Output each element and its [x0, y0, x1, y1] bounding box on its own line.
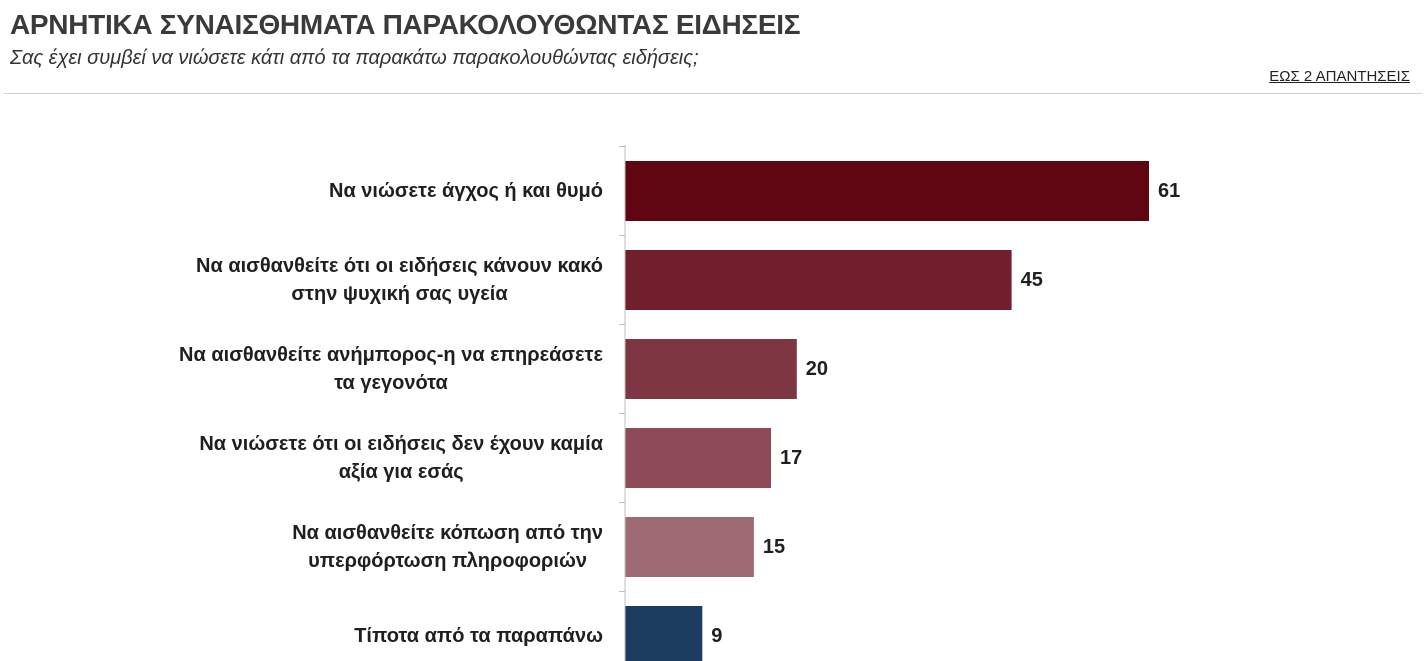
- bar-4: [625, 428, 771, 488]
- category-label-5: Να αισθανθείτε κόπωση από την υπερφόρτωση…: [292, 522, 603, 572]
- category-label-1: Να νιώσετε άγχος ή και θυμό: [329, 180, 603, 202]
- category-label-line: Να αισθανθείτε κόπωση από την: [292, 522, 603, 544]
- category-label-line: Να αισθανθείτε ότι οι ειδήσεις κάνουν κα…: [196, 255, 603, 277]
- value-label-4: 17: [780, 447, 802, 469]
- category-label-2: Να αισθανθείτε ότι οι ειδήσεις κάνουν κα…: [196, 255, 603, 305]
- category-label-line: Να νιώσετε ότι οι ειδήσεις δεν έχουν καμ…: [199, 433, 603, 455]
- value-label-6: 9: [711, 625, 722, 647]
- labels-layer: 61 Να νιώσετε άγχος ή και θυμό 45 Να αισθαν…: [179, 180, 1180, 647]
- bar-1: [625, 161, 1149, 221]
- category-label-line: Να νιώσετε άγχος ή και θυμό: [329, 180, 603, 202]
- bar-6: [625, 606, 703, 661]
- bars-layer: [625, 161, 1149, 661]
- bar-2: [625, 250, 1012, 310]
- chart-title: ΑΡΝΗΤΙΚΑ ΣΥΝΑΙΣΘΗΜΑΤΑ ΠΑΡΑΚΟΛΟΥΘΩΝΤΑΣ ΕΙ…: [10, 9, 801, 40]
- category-label-6: Τίποτα από τα παραπάνω: [354, 625, 603, 647]
- category-label-line: Τίποτα από τα παραπάνω: [354, 625, 603, 647]
- bar-3: [625, 339, 797, 399]
- bar-5: [625, 517, 754, 577]
- category-label-line: υπερφόρτωση πληροφοριών: [308, 550, 587, 572]
- value-label-5: 15: [763, 536, 785, 558]
- header-divider: [4, 93, 1422, 94]
- chart-subtitle: Σας έχει συμβεί να νιώσετε κάτι από τα π…: [10, 47, 699, 69]
- answers-note: ΕΩΣ 2 ΑΠΑΝΤΗΣΕΙΣ: [1269, 68, 1410, 85]
- category-label-line: αξία για εσάς: [339, 461, 464, 483]
- category-label-line: τα γεγονότα: [334, 372, 448, 394]
- value-label-2: 45: [1021, 269, 1043, 291]
- category-label-line: στην ψυχική σας υγεία: [291, 283, 508, 305]
- category-label-4: Να νιώσετε ότι οι ειδήσεις δεν έχουν καμ…: [199, 433, 603, 483]
- value-label-1: 61: [1158, 180, 1180, 202]
- category-label-3: Να αισθανθείτε ανήμπορος-η να επηρεάσετε…: [179, 344, 603, 394]
- axis-layer: [619, 145, 626, 661]
- value-label-3: 20: [806, 358, 828, 380]
- category-label-line: Να αισθανθείτε ανήμπορος-η να επηρεάσετε: [179, 344, 603, 366]
